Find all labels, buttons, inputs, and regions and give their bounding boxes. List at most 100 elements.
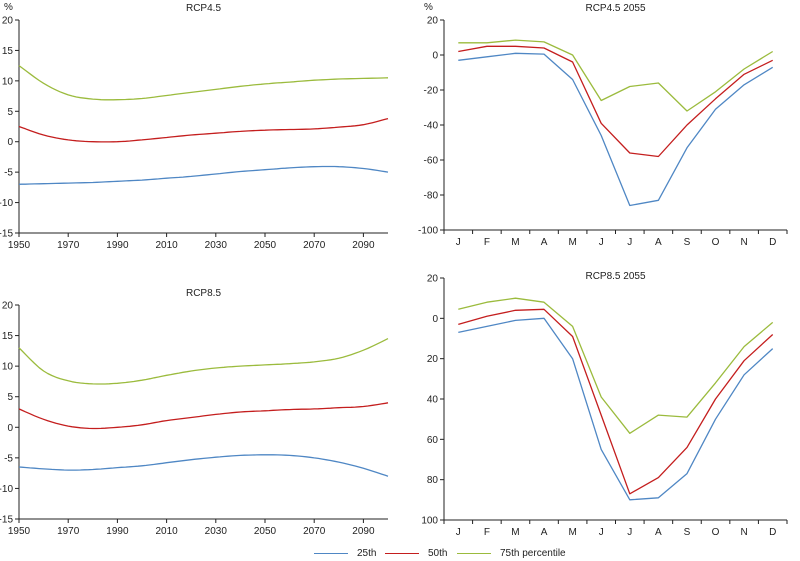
series-line-50th-rcp8-5 (18, 402, 389, 430)
x-tick-label: N (741, 237, 748, 248)
y-tick-label: -20 (424, 86, 439, 97)
x-tick-label: 2010 (155, 526, 178, 537)
x-tick-label: A (655, 527, 662, 538)
y-tick-label: 0 (7, 137, 13, 148)
series-line-75th-rcp4-5-2055 (458, 39, 774, 112)
chart-title-rcp4-5-2055: RCP4.5 2055 (585, 3, 645, 14)
x-tick-label: M (568, 237, 576, 248)
y-tick-label: -40 (424, 121, 439, 132)
y-tick-label: -10 (0, 198, 13, 209)
y-tick-label: 15 (2, 46, 14, 57)
x-tick-label: M (568, 527, 576, 538)
chart-panel-rcp8-5: RCP8.5 -15 -10 -5 0 5 10 15 20 1950 1970 1990 2010 20… (0, 288, 389, 537)
legend-item-75th: 75th percentile (457, 546, 566, 560)
series-line-25th-rcp4-5 (18, 165, 389, 185)
series-line-25th-rcp8-5 (18, 454, 389, 477)
y-tick-label: 20 (2, 301, 14, 312)
chart-title-rcp8-5: RCP8.5 (186, 288, 221, 299)
series-line-75th-rcp8-5-2055 (458, 297, 774, 434)
chart-panel-rcp4-5-2055: RCP4.5 2055% -100 -80 -60 -40 -20 0 20 J F M A M J J A S… (418, 2, 788, 248)
x-tick-label: 2090 (352, 240, 375, 251)
x-tick-label: S (684, 237, 691, 248)
y-tick-label: 0 (7, 423, 13, 434)
y-tick-label: 20 (2, 16, 14, 27)
x-tick-label: D (769, 527, 776, 538)
legend-swatch-75th (457, 552, 491, 554)
y-tick-label: 15 (2, 331, 14, 342)
y-axis-unit-label: % (424, 2, 433, 13)
x-tick-label: 1990 (106, 240, 129, 251)
legend: 25th 50th 75th percentile (0, 546, 800, 560)
x-tick-label: 2070 (303, 526, 326, 537)
y-tick-label: -80 (424, 191, 439, 202)
x-tick-label: O (712, 527, 720, 538)
y-tick-label: -15 (0, 515, 13, 526)
y-tick-label: 10 (2, 362, 14, 373)
x-tick-label: A (655, 237, 662, 248)
legend-item-25th: 25th (314, 546, 376, 560)
chart-panel-rcp8-5-2055: RCP8.5 2055 100 80 60 40 20 0 20 J F M A M J J A S O N D (421, 271, 788, 538)
chart-figure-svg: RCP4.5%-15-10-50510152019501970199020102… (0, 2, 788, 538)
y-tick-label: 80 (427, 475, 439, 486)
x-tick-label: A (541, 527, 548, 538)
series-line-50th-rcp4-5 (18, 117, 389, 143)
x-tick-label: 2070 (303, 240, 326, 251)
x-tick-label: J (599, 237, 604, 248)
y-tick-label: 10 (2, 76, 14, 87)
legend-label-75th: 75th percentile (500, 547, 566, 559)
series-line-25th-rcp4-5-2055 (458, 52, 774, 207)
legend-label-50th: 50th (428, 547, 448, 559)
x-tick-label: J (627, 527, 632, 538)
x-tick-label: 2050 (254, 526, 277, 537)
series-line-50th-rcp8-5-2055 (458, 308, 774, 495)
y-tick-label: 100 (421, 516, 438, 527)
legend-swatch-25th (314, 552, 348, 554)
x-tick-label: 1970 (57, 240, 80, 251)
x-tick-label: D (769, 237, 776, 248)
y-tick-label: -100 (418, 226, 438, 237)
x-tick-label: 2030 (205, 526, 228, 537)
legend-item-50th: 50th (385, 546, 447, 560)
y-tick-label: -60 (424, 156, 439, 167)
x-tick-label: M (511, 527, 519, 538)
y-tick-label: 0 (432, 51, 438, 62)
x-tick-label: F (484, 237, 490, 248)
x-tick-label: F (484, 527, 490, 538)
y-tick-label: 0 (432, 314, 438, 325)
y-tick-label: -5 (4, 453, 13, 464)
chart-title-rcp4-5: RCP4.5 (186, 3, 221, 14)
y-tick-label: 20 (427, 354, 439, 365)
x-tick-label: 2050 (254, 240, 277, 251)
x-tick-label: M (511, 237, 519, 248)
x-tick-label: J (456, 237, 461, 248)
y-tick-label: 20 (427, 16, 439, 27)
series-line-25th-rcp8-5-2055 (458, 317, 774, 501)
x-tick-label: 1970 (57, 526, 80, 537)
y-tick-label: -5 (4, 168, 13, 179)
y-tick-label: 20 (427, 274, 439, 285)
x-tick-label: J (599, 527, 604, 538)
y-tick-label: -15 (0, 229, 13, 240)
x-tick-label: A (541, 237, 548, 248)
y-tick-label: -10 (0, 484, 13, 495)
x-tick-label: 2090 (352, 526, 375, 537)
chart-title-rcp8-5-2055: RCP8.5 2055 (585, 271, 645, 282)
x-tick-label: 1950 (8, 240, 31, 251)
x-tick-label: 2030 (205, 240, 228, 251)
x-tick-label: J (456, 527, 461, 538)
x-tick-label: S (684, 527, 691, 538)
series-line-75th-rcp4-5 (18, 65, 389, 101)
x-tick-label: J (627, 237, 632, 248)
legend-label-25th: 25th (357, 547, 377, 559)
x-tick-label: 2010 (155, 240, 178, 251)
series-line-50th-rcp4-5-2055 (458, 45, 773, 158)
y-tick-label: 40 (427, 395, 439, 406)
y-axis-unit-label: % (4, 2, 13, 13)
x-tick-label: O (712, 237, 720, 248)
chart-panel-rcp4-5: RCP4.5% -15 -10 -5 0 5 10 15 20 1950 1970 1990 2010 2… (0, 2, 389, 251)
y-tick-label: 60 (427, 435, 439, 446)
y-tick-label: 5 (7, 392, 13, 403)
x-tick-label: 1950 (8, 526, 31, 537)
series-line-75th-rcp8-5 (18, 338, 389, 385)
